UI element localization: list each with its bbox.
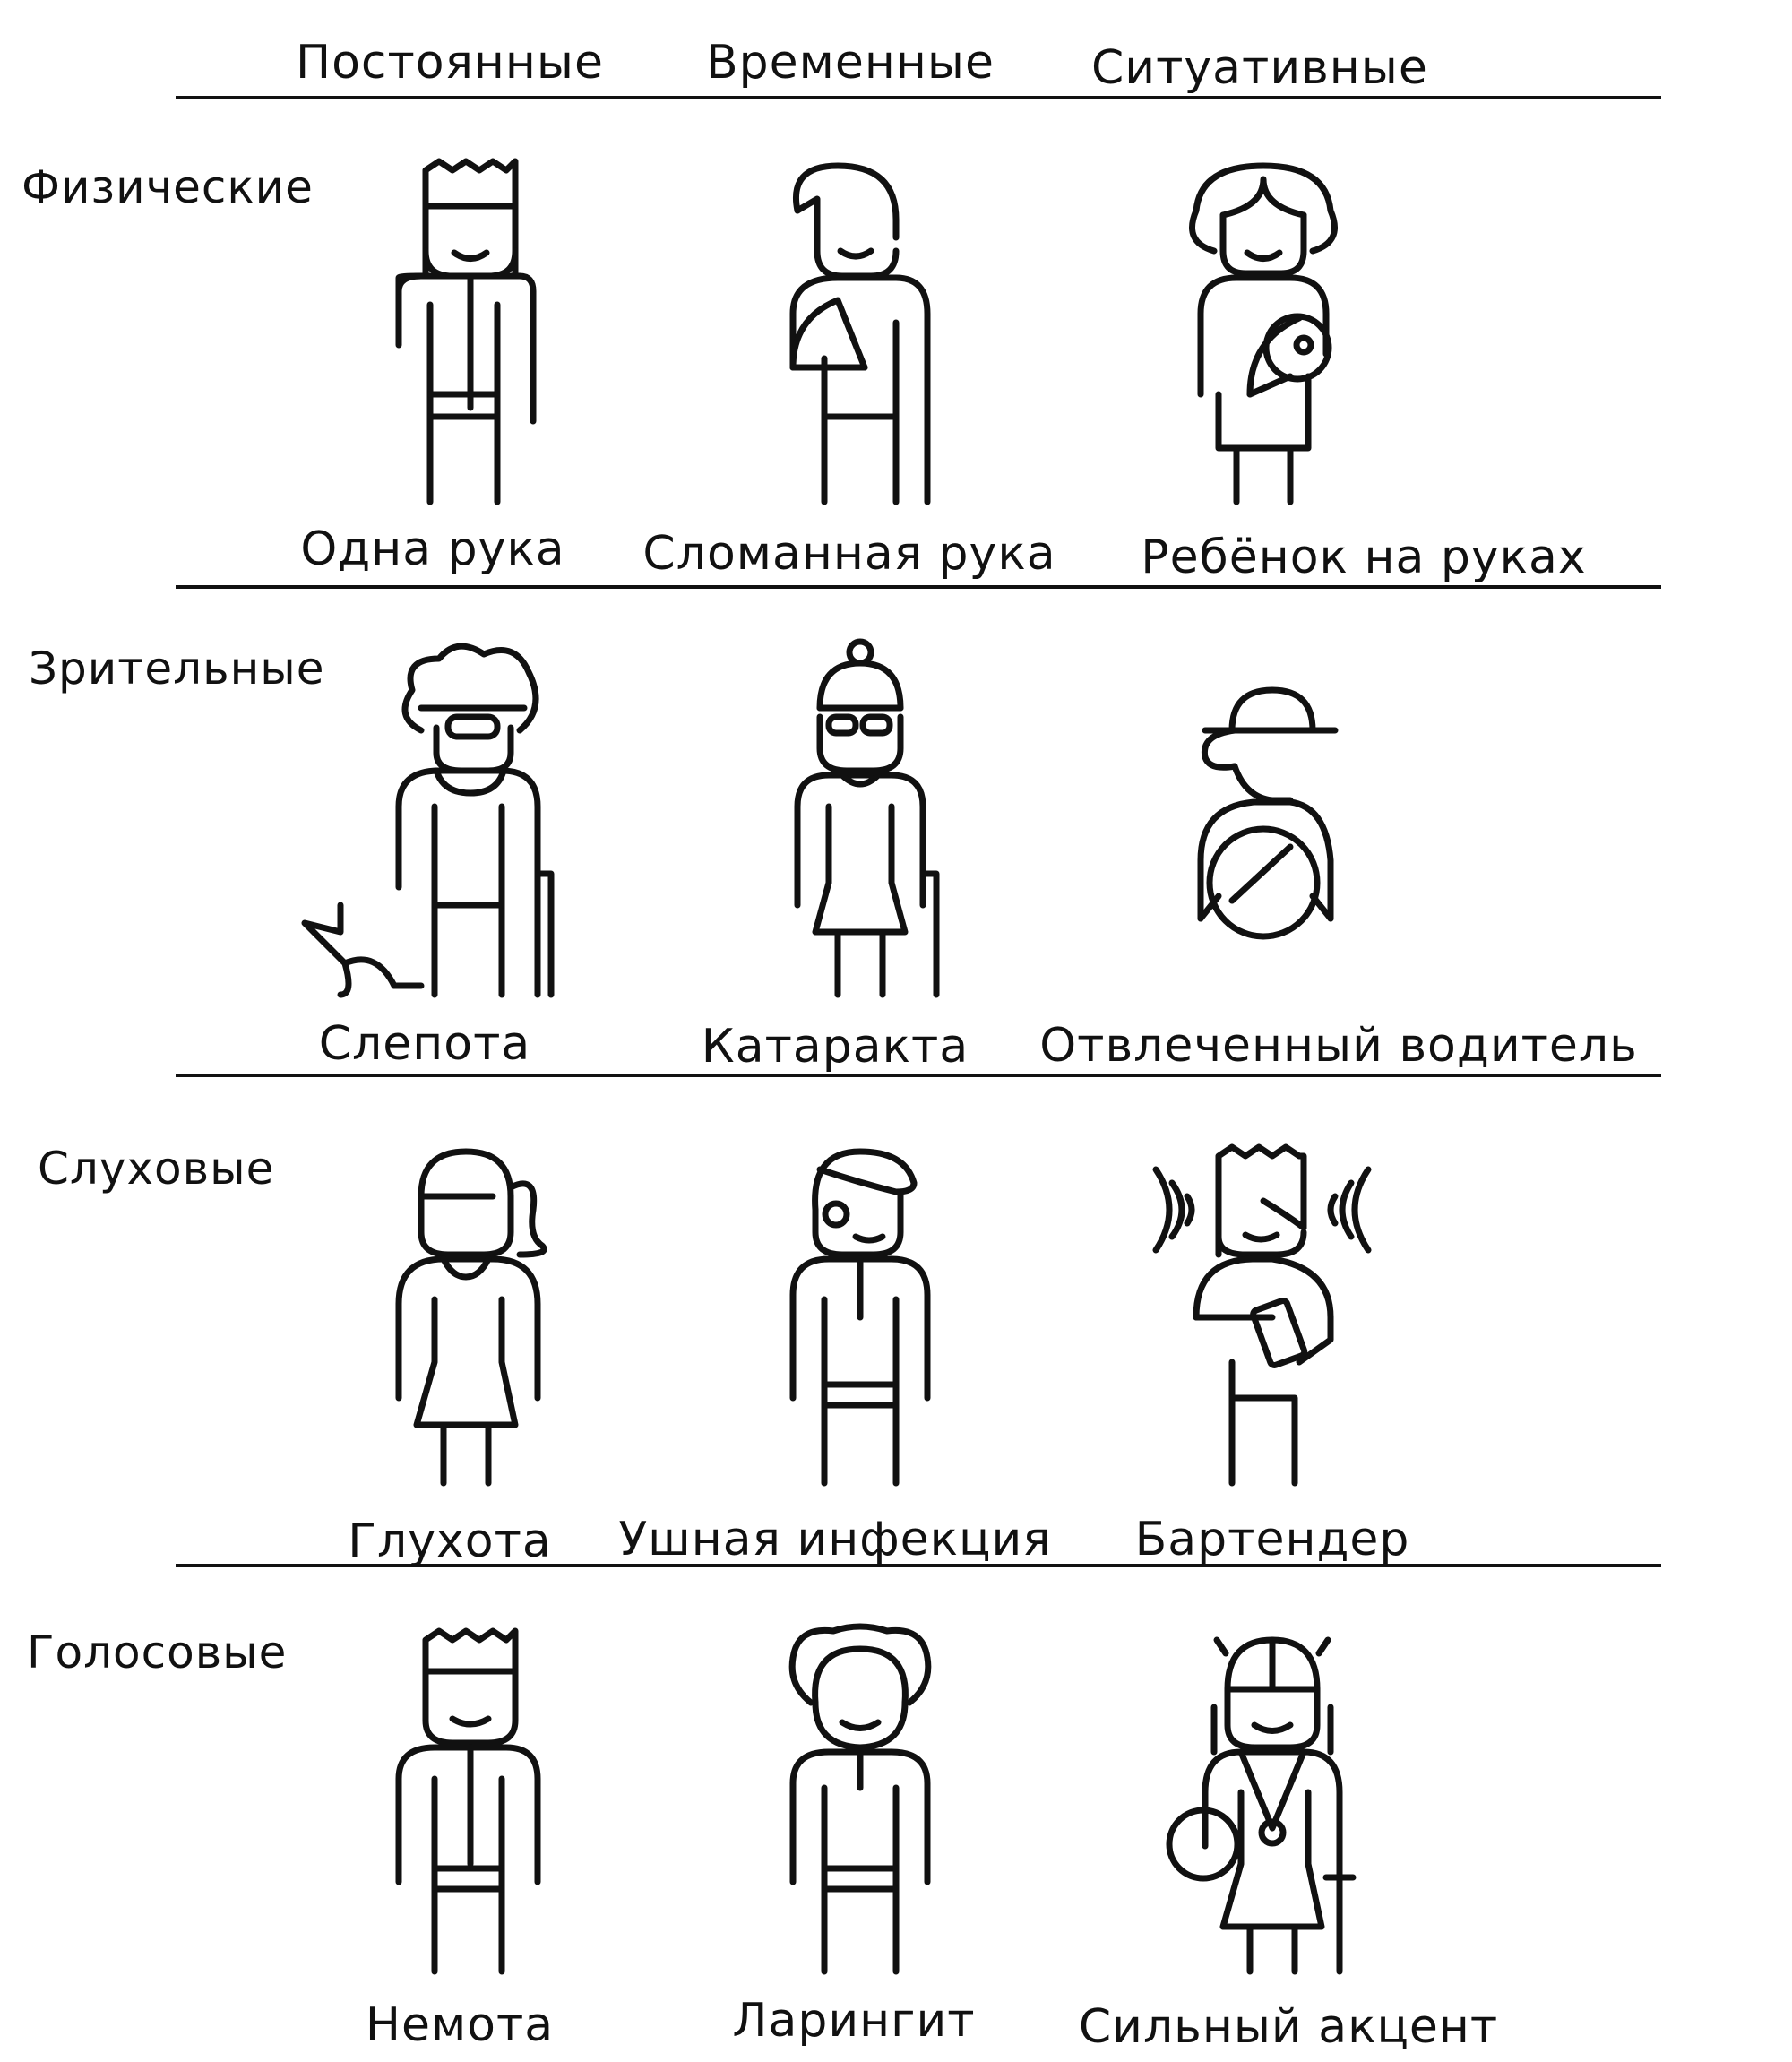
caption-broken-arm: Сломанная рука (642, 527, 1056, 581)
person-one-arm-icon (395, 158, 537, 505)
row-header-visual: Зрительные (29, 643, 325, 695)
person-laryngitis-icon (788, 1623, 932, 1975)
person-heavy-accent-icon (1166, 1636, 1357, 1975)
bartender-icon (1152, 1143, 1372, 1487)
person-ear-infection-icon (789, 1148, 931, 1487)
divider-top (176, 96, 1661, 99)
divider-row-3 (176, 1564, 1661, 1567)
caption-distracted-driver: Отвлеченный водитель (1039, 1019, 1638, 1073)
row-header-speech: Голосовые (27, 1626, 288, 1678)
person-cataract-with-cane-icon (794, 638, 940, 998)
distracted-driver-icon (1197, 686, 1339, 940)
caption-muteness: Немота (365, 1998, 555, 2052)
caption-blindness: Слепота (318, 1017, 531, 1071)
caption-cataract: Катаракта (701, 1020, 969, 1074)
person-blind-with-guide-dog-icon (301, 643, 555, 998)
caption-ear-infection: Ушная инфекция (618, 1513, 1052, 1566)
divider-row-1 (176, 585, 1661, 589)
column-header-permanent: Постоянные (296, 36, 604, 90)
caption-one-arm: Одна рука (300, 522, 565, 576)
person-mute-icon (395, 1627, 541, 1975)
person-broken-arm-icon (789, 162, 931, 505)
divider-row-2 (176, 1074, 1661, 1077)
caption-holding-baby: Ребёнок на руках (1141, 531, 1587, 584)
person-holding-baby-icon (1189, 162, 1338, 505)
column-header-temporary: Временные (706, 36, 995, 90)
caption-laryngitis: Ларингит (732, 1994, 976, 2048)
caption-heavy-accent: Сильный акцент (1078, 2000, 1499, 2054)
row-header-hearing: Слуховые (38, 1143, 275, 1195)
row-header-physical: Физические (22, 161, 314, 213)
caption-deafness: Глухота (348, 1514, 552, 1568)
column-header-situational: Ситуативные (1091, 41, 1428, 95)
caption-bartender: Бартендер (1134, 1513, 1410, 1566)
person-deaf-icon (395, 1148, 547, 1487)
